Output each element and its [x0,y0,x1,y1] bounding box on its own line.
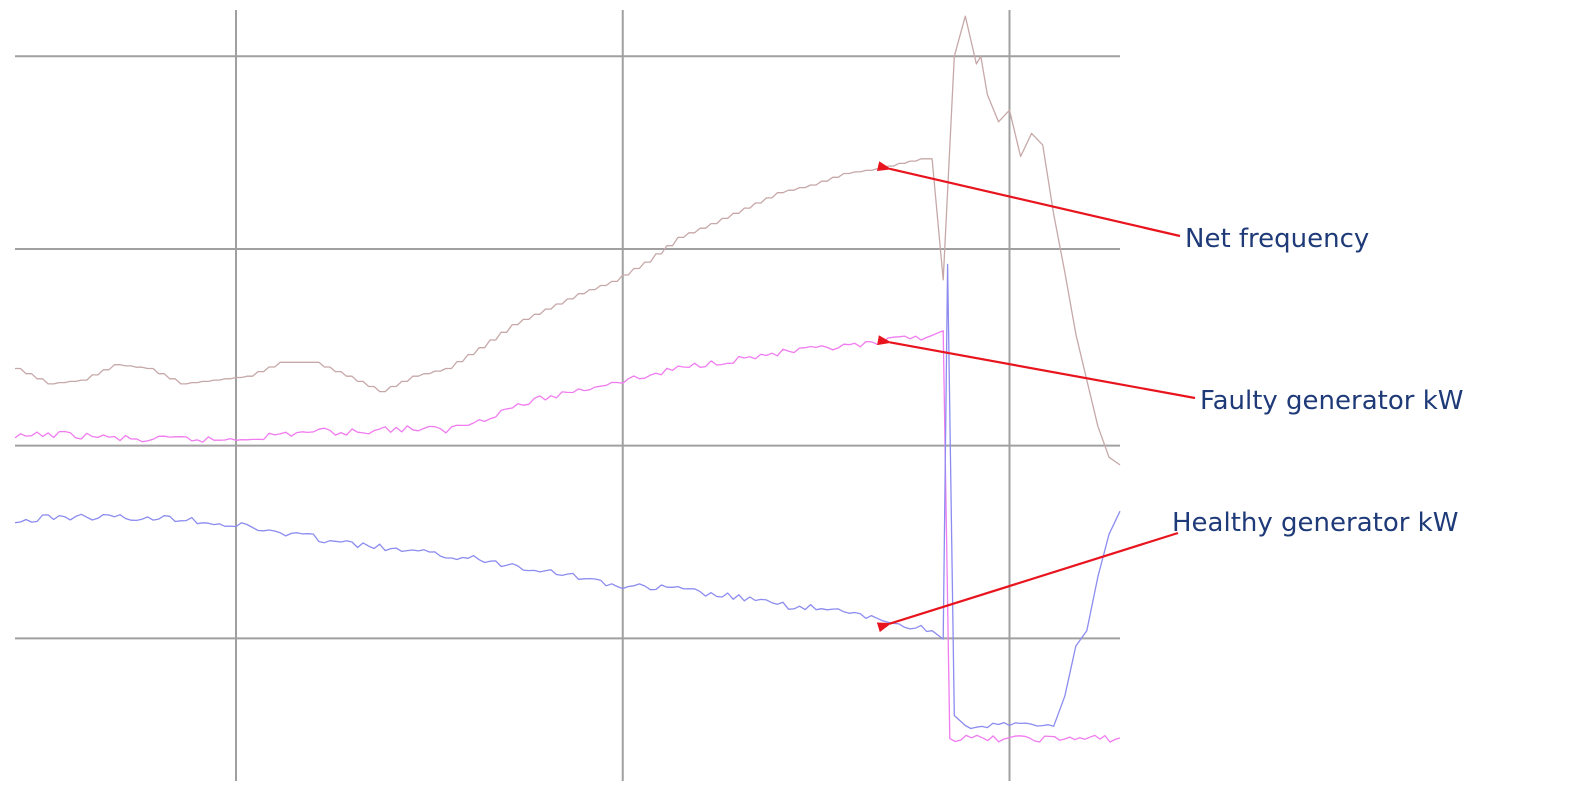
annotation-arrow-3 [876,531,1179,633]
series-line-net-frequency [15,15,1121,466]
annotation-label-faulty-generator-kw: Faulty generator kW [1200,386,1463,416]
series-line-healthy-generator-kw [14,263,1121,730]
plot-series [14,15,1121,743]
annotations: Net frequency Faulty generator kW Healthy … [876,161,1463,633]
grid [15,10,1120,781]
annotation-label-net-frequency: Net frequency [1185,224,1369,254]
series-line-faulty-generator-kw [14,330,1121,743]
annotation-arrow-2 [877,335,1196,400]
annotation-arrow-1 [876,161,1181,238]
annotation-label-healthy-generator-kw: Healthy generator kW [1172,508,1458,538]
